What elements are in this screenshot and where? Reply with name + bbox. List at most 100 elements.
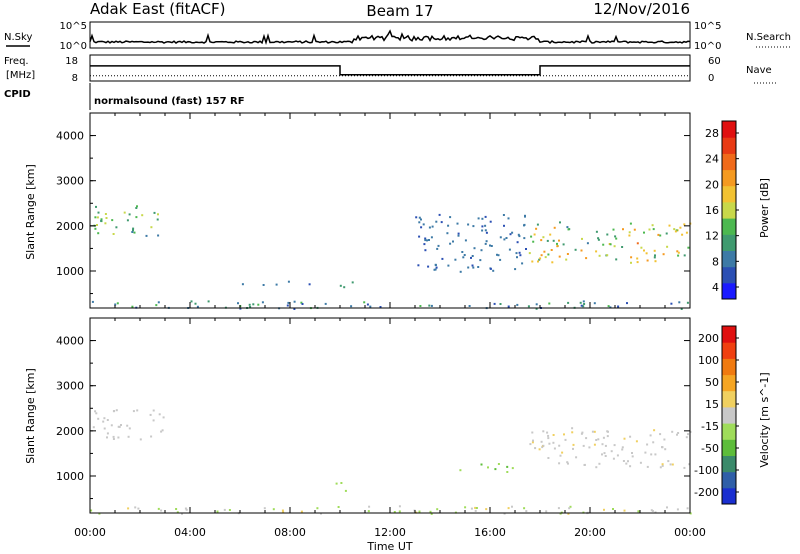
echo-cell (654, 260, 657, 263)
echo-cell (689, 512, 692, 515)
echo-cell (547, 434, 550, 437)
echo-cell (128, 213, 131, 216)
echo-cell (474, 509, 477, 512)
echo-cell (135, 216, 138, 219)
echo-cell (687, 433, 689, 436)
echo-cell (676, 250, 679, 253)
echo-cell (629, 222, 632, 225)
echo-cell (544, 256, 547, 259)
echo-cell (282, 511, 285, 514)
echo-cell (593, 443, 596, 446)
echo-cell (621, 446, 624, 449)
echo-cell (531, 431, 534, 434)
echo-cell (493, 302, 496, 305)
x-tick-label: 00:00 (74, 526, 106, 539)
echo-cell (665, 232, 668, 235)
echo-cell (551, 261, 554, 264)
echo-cell (430, 236, 433, 239)
freq-series (90, 65, 690, 76)
echo-cell (480, 249, 483, 252)
echo-cell (615, 237, 618, 240)
y-tick-label: 2000 (56, 220, 84, 233)
echo-cell (484, 229, 487, 232)
echo-cell (559, 221, 561, 224)
echo-cell (531, 260, 534, 263)
echo-cell (461, 251, 464, 253)
echo-cell (649, 434, 652, 437)
echo-cell (561, 451, 564, 454)
echo-cell (499, 236, 502, 239)
echo-cell (441, 257, 444, 260)
echo-cell (603, 452, 606, 455)
echo-cell (418, 216, 421, 219)
echo-cell (471, 264, 474, 267)
power-x-ticks (89, 113, 691, 308)
echo-cell (423, 243, 426, 246)
echo-cell (428, 239, 430, 241)
echo-cell (629, 465, 632, 468)
echo-cell (156, 218, 159, 221)
echo-cell (574, 248, 577, 251)
echo-cell (625, 462, 628, 465)
echo-cell (525, 248, 527, 250)
echo-cell (484, 224, 487, 227)
echo-cell (571, 431, 574, 434)
echo-cell (659, 234, 662, 237)
echo-cell (415, 216, 418, 219)
freq-panel-frame (89, 54, 691, 82)
echo-cell (153, 211, 156, 214)
echo-cell (579, 301, 582, 304)
echo-cell (612, 228, 615, 231)
echo-cell (95, 205, 97, 208)
colorbar-tick-label: 200 (698, 332, 719, 345)
echo-cell (615, 258, 618, 261)
echo-cell (569, 505, 572, 508)
freq-label-line2: [MHz] (6, 70, 35, 81)
echo-cell (272, 508, 275, 511)
echo-cell (176, 511, 179, 514)
echo-cell (663, 438, 666, 441)
echo-cell (511, 467, 514, 470)
echo-cell (134, 506, 137, 509)
echo-cell (635, 440, 638, 443)
echo-cell (467, 266, 470, 269)
echo-cell (157, 507, 160, 510)
echo-cell (657, 233, 660, 236)
echo-cell (503, 238, 506, 241)
echo-cell (241, 283, 244, 286)
echo-cell (132, 410, 135, 413)
echo-cell (538, 258, 541, 261)
echo-cell (651, 224, 654, 227)
echo-cell (123, 211, 126, 214)
echo-cell (463, 254, 466, 256)
echo-cell (158, 413, 161, 416)
nave-label: Nave (746, 65, 772, 76)
echo-cell (567, 512, 570, 515)
cpid-label: CPID (4, 89, 31, 100)
echo-cell (567, 301, 570, 304)
echo-cell (160, 509, 163, 512)
echo-cell (418, 510, 421, 513)
echo-cell (430, 304, 433, 307)
echo-cell (534, 447, 537, 450)
echo-cell (553, 447, 556, 450)
echo-cell (127, 435, 130, 438)
echo-cell (645, 252, 648, 255)
echo-cell (643, 231, 645, 234)
echo-cell (464, 506, 467, 509)
colorbar-swatch (722, 266, 736, 284)
echo-cell (496, 253, 498, 256)
colorbar-swatch (722, 234, 736, 251)
echo-cell (581, 431, 584, 434)
echo-cell (532, 240, 535, 243)
colorbar-swatch (722, 374, 736, 392)
echo-cell (474, 506, 477, 509)
echo-cell (499, 258, 502, 261)
echo-cell (545, 510, 548, 513)
echo-cell (607, 305, 610, 308)
echo-cell (157, 213, 159, 216)
echo-cell (546, 239, 549, 242)
echo-cell (622, 460, 625, 462)
echo-cell (685, 231, 688, 234)
x-tick-label: 16:00 (474, 526, 506, 539)
